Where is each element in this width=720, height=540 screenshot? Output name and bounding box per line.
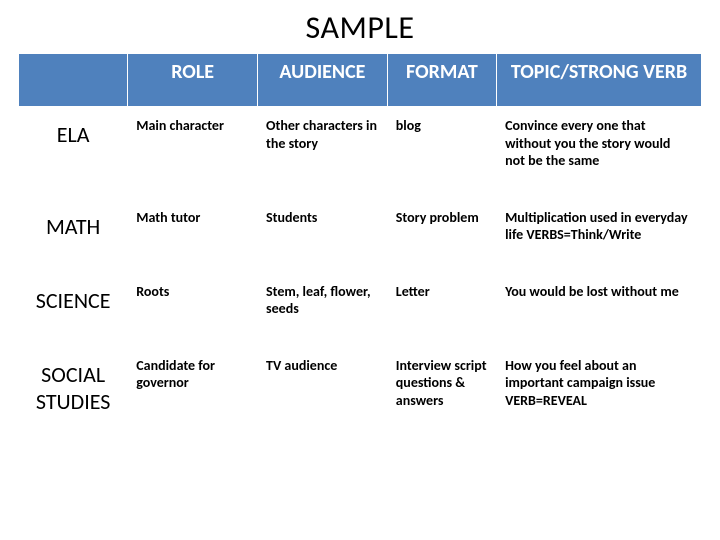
row-subject: SOCIAL STUDIES bbox=[19, 346, 128, 438]
table-row: ELA Main character Other characters in t… bbox=[19, 107, 702, 199]
header-row: ROLE AUDIENCE FORMAT TOPIC/STRONG VERB bbox=[19, 54, 702, 107]
sample-table: ROLE AUDIENCE FORMAT TOPIC/STRONG VERB E… bbox=[18, 53, 702, 438]
cell-format: blog bbox=[387, 107, 496, 199]
row-subject: MATH bbox=[19, 198, 128, 272]
table-row: MATH Math tutor Students Story problem M… bbox=[19, 198, 702, 272]
page-title: SAMPLE bbox=[18, 8, 702, 47]
cell-audience: Other characters in the story bbox=[258, 107, 388, 199]
cell-audience: Stem, leaf, flower, seeds bbox=[258, 272, 388, 346]
cell-format: Letter bbox=[387, 272, 496, 346]
cell-audience: Students bbox=[258, 198, 388, 272]
cell-topic: Convince every one that without you the … bbox=[497, 107, 702, 199]
cell-topic: Multiplication used in everyday life VER… bbox=[497, 198, 702, 272]
header-format: FORMAT bbox=[387, 54, 496, 107]
header-topic: TOPIC/STRONG VERB bbox=[497, 54, 702, 107]
cell-role: Candidate for governor bbox=[128, 346, 258, 438]
cell-format: Story problem bbox=[387, 198, 496, 272]
header-audience: AUDIENCE bbox=[258, 54, 388, 107]
cell-role: Math tutor bbox=[128, 198, 258, 272]
cell-audience: TV audience bbox=[258, 346, 388, 438]
cell-topic: How you feel about an important campaign… bbox=[497, 346, 702, 438]
row-subject: SCIENCE bbox=[19, 272, 128, 346]
table-row: SCIENCE Roots Stem, leaf, flower, seeds … bbox=[19, 272, 702, 346]
header-role: ROLE bbox=[128, 54, 258, 107]
cell-role: Main character bbox=[128, 107, 258, 199]
row-subject: ELA bbox=[19, 107, 128, 199]
cell-topic: You would be lost without me bbox=[497, 272, 702, 346]
header-blank bbox=[19, 54, 128, 107]
cell-format: Interview script questions & answers bbox=[387, 346, 496, 438]
table-row: SOCIAL STUDIES Candidate for governor TV… bbox=[19, 346, 702, 438]
cell-role: Roots bbox=[128, 272, 258, 346]
